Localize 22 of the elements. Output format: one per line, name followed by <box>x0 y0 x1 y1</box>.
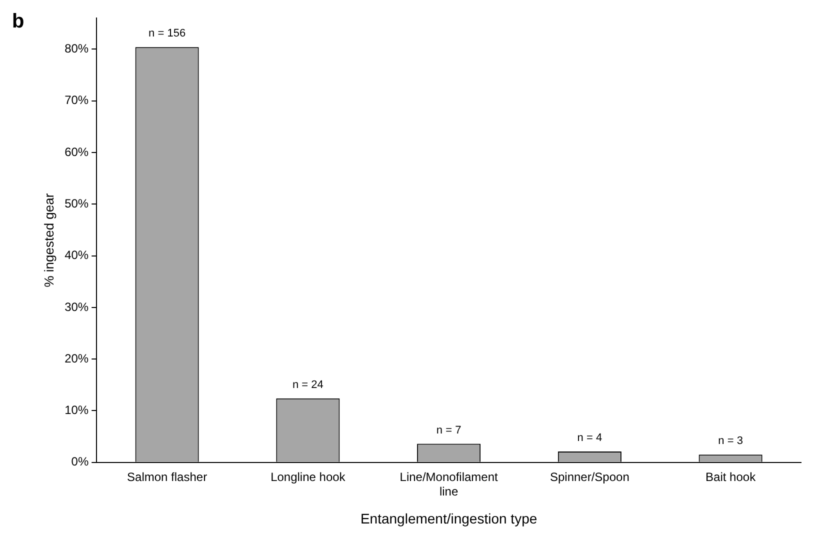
annotation: n = 24 <box>292 378 324 391</box>
x-tick-label: Longline hook <box>270 470 346 484</box>
annotation: n = 7 <box>436 424 462 436</box>
annotation: n = 156 <box>148 28 186 40</box>
x-tick-label: Spinner/Spoon <box>550 470 630 484</box>
text: b <box>12 10 24 33</box>
y-tick-label: 60% <box>64 144 89 159</box>
y-tick-label: 50% <box>64 196 89 210</box>
y-tick-label: 20% <box>64 351 89 366</box>
y-tick-label: 80% <box>64 42 89 56</box>
annotation: n = 3 <box>718 435 743 448</box>
x-axis-title: Entanglement/ingestion type <box>360 510 538 526</box>
y-axis-title: % ingested gear <box>41 192 56 288</box>
y-tick-label: 0% <box>71 454 89 469</box>
y-tick-label: 70% <box>64 93 89 108</box>
x-tick-label: Salmon flasher <box>127 470 208 484</box>
y-tick-label: 40% <box>64 248 89 262</box>
x-tick-label: Line/Monofilament line <box>400 470 498 498</box>
annotation: n = 4 <box>577 432 602 444</box>
y-tick-label: 10% <box>64 403 89 418</box>
x-tick-label: Bait hook <box>706 470 757 484</box>
y-tick-label: 30% <box>64 300 89 314</box>
